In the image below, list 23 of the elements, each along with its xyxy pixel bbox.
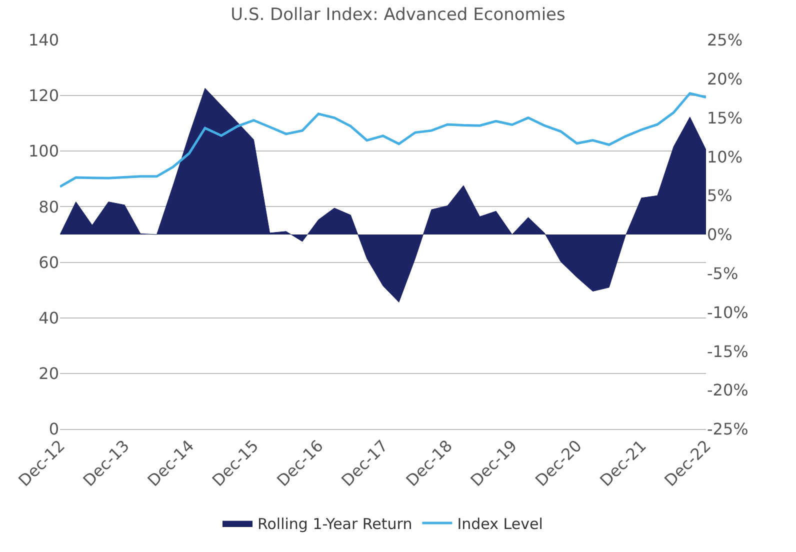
y2-tick-label: -25% (707, 420, 748, 439)
y-tick-label: 100 (28, 142, 59, 161)
y2-tick-label: -15% (707, 342, 748, 361)
y-tick-label: 0 (48, 420, 59, 439)
legend-label: Rolling 1-Year Return (258, 514, 412, 533)
y2-tick-label: 15% (707, 108, 743, 128)
y2-tick-label: -10% (707, 302, 748, 322)
y2-tick-label: 10% (707, 147, 743, 166)
y-tick-label: 120 (28, 86, 59, 106)
chart-title: U.S. Dollar Index: Advanced Economies (230, 5, 566, 26)
y-tick-label: 140 (28, 30, 59, 50)
line-series (60, 92, 706, 188)
y2-tick-label: 5% (707, 186, 732, 206)
y2-tick-label: -20% (707, 380, 748, 400)
y2-tick-label: 20% (707, 70, 743, 88)
y2-tick-label: 0% (707, 225, 732, 244)
y-tick-label: 40 (38, 308, 59, 328)
y2-tick-label: 25% (707, 30, 743, 50)
y-tick-label: 60 (38, 252, 59, 272)
y2-tick-label: -5% (707, 264, 738, 283)
y-tick-label: 80 (38, 197, 59, 216)
y-tick-label: 20 (38, 364, 59, 384)
legend-label: Index Level (457, 514, 543, 533)
